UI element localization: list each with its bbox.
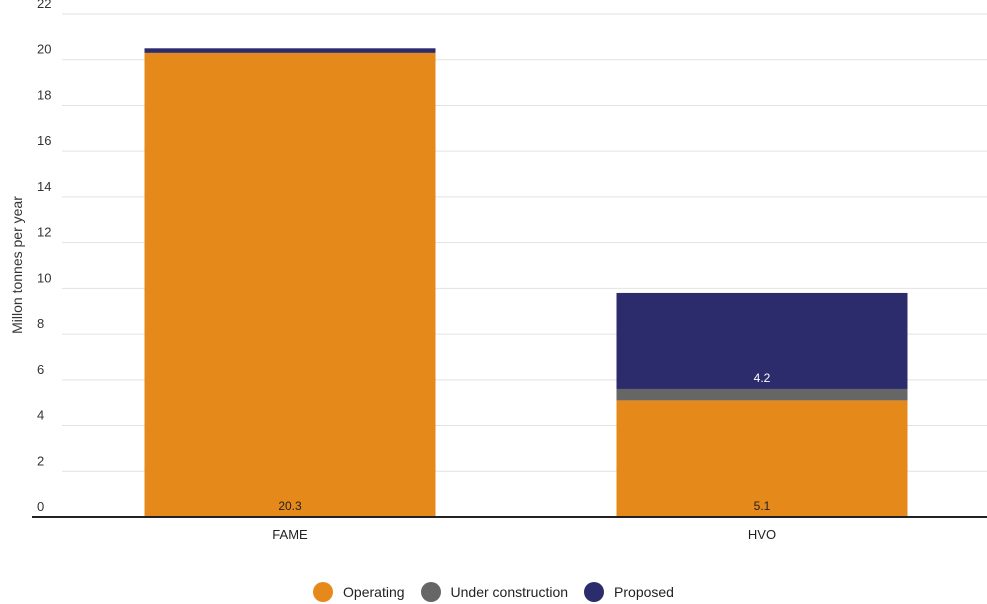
y-tick-label: 22 xyxy=(37,0,51,11)
bar-segment xyxy=(145,53,436,517)
legend-item: Operating xyxy=(313,582,404,602)
bars xyxy=(145,48,908,517)
y-tick-label: 8 xyxy=(37,316,44,331)
legend: Operating Under construction Proposed xyxy=(0,580,987,604)
y-tick-label: 4 xyxy=(37,408,44,423)
y-tick-label: 0 xyxy=(37,499,44,514)
legend-label: Under construction xyxy=(451,584,569,600)
legend-swatch xyxy=(584,582,604,602)
y-tick-label: 12 xyxy=(37,225,51,240)
legend-label: Proposed xyxy=(614,584,674,600)
bar-chart: 0 2 4 6 8 10 12 14 16 18 20 22 20.3 5.1 4.2 FAME HVO M… xyxy=(0,0,987,575)
x-category-label: HVO xyxy=(748,527,776,542)
legend-swatch xyxy=(313,582,333,602)
x-axis-categories: FAME HVO xyxy=(272,527,776,542)
y-axis-ticks: 0 2 4 6 8 10 12 14 16 18 20 22 xyxy=(37,0,51,514)
y-tick-label: 10 xyxy=(37,270,51,285)
y-tick-label: 14 xyxy=(37,179,51,194)
y-axis-title: Millon tonnes per year xyxy=(9,196,25,334)
y-tick-label: 2 xyxy=(37,453,44,468)
y-tick-label: 16 xyxy=(37,133,51,148)
data-label: 20.3 xyxy=(278,499,302,513)
y-tick-label: 6 xyxy=(37,362,44,377)
bar-segment xyxy=(145,48,436,53)
data-label: 5.1 xyxy=(754,499,771,513)
bar-segment xyxy=(617,389,908,400)
x-category-label: FAME xyxy=(272,527,308,542)
legend-swatch xyxy=(421,582,441,602)
y-tick-label: 18 xyxy=(37,87,51,102)
legend-item: Proposed xyxy=(584,582,674,602)
y-tick-label: 20 xyxy=(37,42,51,57)
data-label: 4.2 xyxy=(754,371,771,385)
legend-label: Operating xyxy=(343,584,404,600)
legend-item: Under construction xyxy=(421,582,569,602)
